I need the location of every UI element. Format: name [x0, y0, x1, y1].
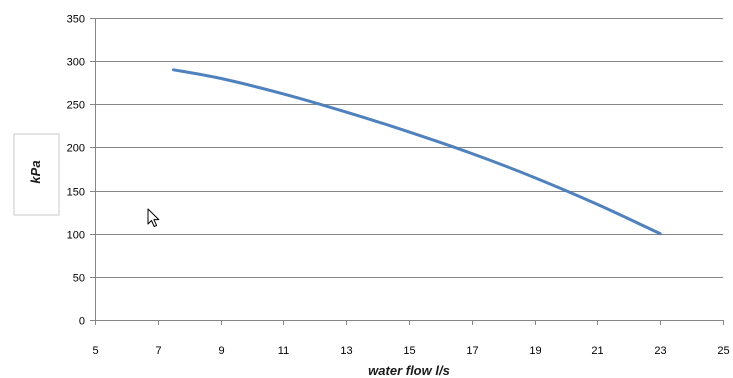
- gridlines: [95, 18, 723, 278]
- x-tick-label-9: 9: [218, 345, 224, 357]
- y-tick-labels: 0 50 100 150 200 250 300 350: [67, 14, 85, 328]
- x-tick-labels: 5 7 9 11 13 15 17 19 21 23 25: [92, 345, 729, 357]
- y-tick-label-350: 350: [67, 14, 85, 26]
- y-tick-label-0: 0: [79, 316, 85, 328]
- x-tick-label-11: 11: [278, 345, 289, 357]
- y-tick-label-250: 250: [67, 100, 85, 112]
- x-tick-label-17: 17: [466, 345, 478, 357]
- x-tick-label-19: 19: [529, 345, 541, 357]
- x-tick-label-23: 23: [654, 345, 666, 357]
- y-tick-label-200: 200: [67, 143, 85, 155]
- y-axis-title-box: [13, 133, 60, 216]
- x-tick-label-15: 15: [403, 345, 415, 357]
- series-group: [172, 68, 662, 236]
- x-tick-label-7: 7: [155, 345, 161, 357]
- x-tick-label-25: 25: [717, 345, 729, 357]
- x-axis-title: water flow l/s: [368, 363, 450, 378]
- y-tick-label-300: 300: [67, 57, 85, 69]
- x-tick-label-21: 21: [591, 345, 603, 357]
- y-tick-label-150: 150: [67, 187, 85, 199]
- series-line-0: [172, 68, 662, 236]
- y-axis-title: kPa: [28, 160, 43, 183]
- y-tick-label-50: 50: [73, 273, 85, 285]
- x-tick-label-5: 5: [92, 345, 98, 357]
- mouse-pointer-icon: [147, 208, 160, 227]
- x-tick-label-13: 13: [340, 345, 352, 357]
- y-tick-label-100: 100: [67, 230, 85, 242]
- axes: [90, 18, 724, 325]
